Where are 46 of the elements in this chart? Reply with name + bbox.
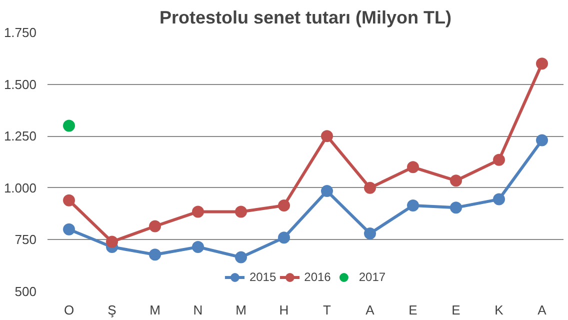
point <box>536 134 548 146</box>
point <box>450 202 462 214</box>
point <box>278 200 290 212</box>
point <box>364 227 376 240</box>
point <box>278 232 290 244</box>
point <box>235 251 247 264</box>
legend-label: 2016 <box>304 270 331 284</box>
point <box>149 220 161 232</box>
x-tick-label: K <box>494 302 504 318</box>
point <box>63 194 75 206</box>
point <box>321 130 333 142</box>
x-tick-label: A <box>366 302 375 318</box>
y-tick-label: 750 <box>14 232 37 248</box>
point <box>149 248 161 261</box>
x-tick-label: T <box>323 302 332 318</box>
x-tick-label: O <box>64 302 74 318</box>
point <box>235 206 247 218</box>
y-tick-label: 1.000 <box>4 180 37 196</box>
point <box>106 236 118 248</box>
point <box>192 240 204 253</box>
point <box>450 174 462 187</box>
x-tick-label: M <box>236 302 246 318</box>
x-tick-label: H <box>279 302 289 318</box>
point <box>493 154 505 166</box>
legend-label: 2017 <box>358 270 386 284</box>
y-tick-label: 1.750 <box>4 25 37 40</box>
point <box>63 223 75 236</box>
point <box>364 182 376 194</box>
x-tick-label: M <box>150 302 160 318</box>
point <box>192 206 204 218</box>
y-tick-label: 1.500 <box>4 76 37 92</box>
x-tick-label: A <box>538 302 547 318</box>
legend-label: 2015 <box>249 270 276 284</box>
point <box>407 200 419 212</box>
x-tick-label: N <box>193 302 203 318</box>
x-tick-label: Ş <box>108 302 117 318</box>
point <box>63 120 75 132</box>
point <box>321 185 333 197</box>
x-tick-label: E <box>452 302 461 318</box>
point <box>407 161 419 174</box>
x-tick-label: E <box>408 302 418 318</box>
chart-title: Protestolu senet tutarı (Milyon TL) <box>159 8 452 28</box>
y-tick-label: 1.250 <box>4 128 37 144</box>
point <box>536 58 548 70</box>
point <box>493 193 505 206</box>
y-tick-label: 500 <box>14 284 37 299</box>
